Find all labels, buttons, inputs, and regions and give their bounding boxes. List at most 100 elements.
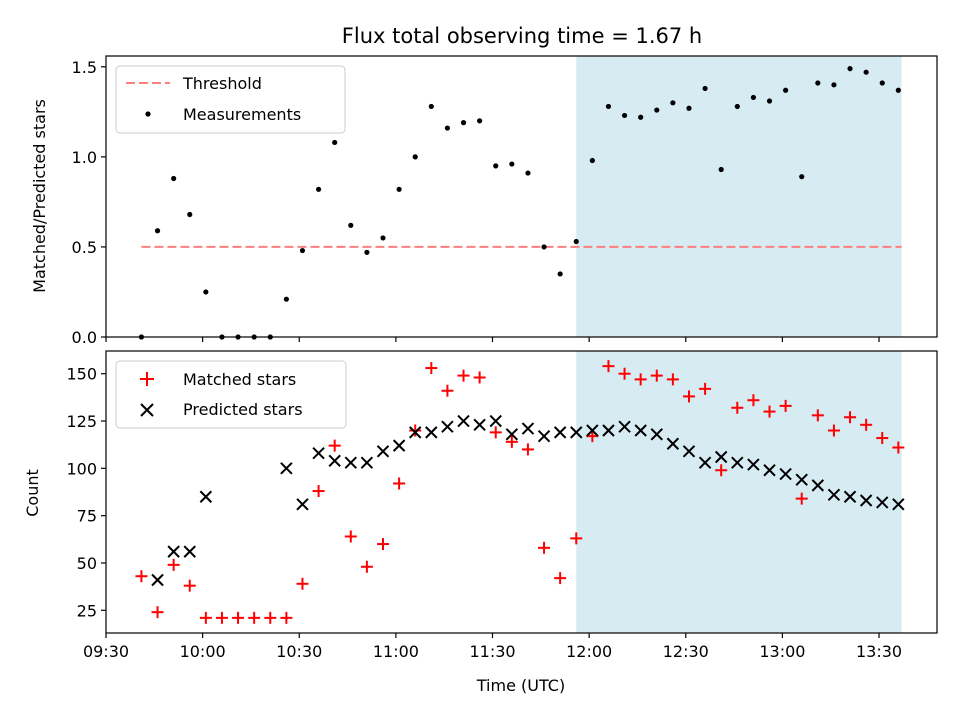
y-tick-label: 125 — [66, 412, 97, 431]
predicted-star-point — [650, 428, 663, 441]
matched-star-point — [344, 530, 357, 543]
matched-star-point — [489, 426, 502, 439]
x-tick-label: 12:00 — [566, 642, 612, 661]
matched-star-point — [232, 611, 245, 624]
measurement-point — [428, 103, 434, 110]
matched-star-point — [860, 418, 873, 431]
matched-star-point — [280, 611, 293, 624]
predicted-star-point — [747, 458, 760, 471]
matched-star-point — [602, 360, 615, 373]
matched-star-point — [650, 369, 663, 382]
measurement-point — [621, 112, 628, 119]
matched-star-point — [827, 424, 840, 437]
matched-star-point — [393, 477, 406, 490]
predicted-star-point — [328, 454, 341, 467]
predicted-star-point — [183, 545, 196, 558]
legend-predicted-swatch — [140, 403, 154, 417]
matched-star-point — [167, 558, 180, 571]
measurement-point — [799, 174, 805, 180]
predicted-star-point — [779, 467, 792, 481]
measurement-point — [396, 186, 402, 192]
measurement-point — [847, 66, 853, 72]
y-tick-label: 25 — [77, 601, 97, 620]
measurement-point — [332, 139, 338, 146]
measurement-point — [299, 247, 306, 254]
measurement-point — [187, 211, 193, 218]
matched-star-point — [248, 611, 261, 624]
predicted-star-point — [376, 445, 390, 458]
predicted-star-point — [763, 464, 776, 477]
measurement-point — [702, 85, 708, 92]
predicted-star-point — [618, 420, 631, 433]
matched-star-point — [457, 369, 470, 382]
bottom-panel: 25 50 75 100 125 150 09:30 10:00 10:30 11:00 11:3… — [23, 350, 938, 695]
y-tick-label: 0.5 — [72, 238, 97, 257]
top-legend-box — [115, 65, 346, 134]
x-tick-label: 10:00 — [180, 642, 226, 661]
matched-stars-points — [135, 360, 905, 624]
matched-star-point — [264, 611, 277, 624]
x-tick-label: 10:30 — [276, 642, 322, 661]
predicted-star-point — [409, 426, 422, 439]
x-axis-label: Time (UTC) — [476, 676, 565, 695]
measurement-point — [412, 154, 418, 160]
bottom-axes-frame — [105, 350, 938, 634]
measurement-point — [589, 157, 595, 164]
legend-measurements-swatch — [145, 111, 151, 117]
matched-star-point — [844, 411, 857, 424]
measurement-point — [670, 100, 676, 106]
top-x-ticks — [105, 337, 880, 342]
matched-star-point — [473, 371, 486, 384]
predicted-star-point — [843, 490, 857, 503]
matched-star-point — [779, 399, 792, 412]
predicted-star-point — [859, 494, 873, 507]
chart-title: Flux total observing time = 1.67 h — [342, 24, 702, 48]
predicted-star-point — [441, 420, 454, 433]
predicted-star-point — [876, 496, 889, 509]
matched-star-point — [570, 532, 583, 545]
x-tick-label: 13:30 — [856, 642, 902, 661]
y-tick-label: 75 — [77, 507, 97, 526]
predicted-star-point — [698, 456, 712, 469]
matched-star-point — [876, 432, 889, 445]
measurement-point — [364, 249, 370, 255]
matched-star-point — [377, 538, 389, 551]
measurement-point — [460, 120, 467, 126]
measurement-point — [493, 163, 499, 169]
legend-matched-swatch — [140, 372, 154, 386]
measurement-point — [879, 80, 885, 86]
predicted-star-point — [360, 456, 374, 469]
predicted-star-point — [280, 462, 293, 475]
measurement-point — [734, 103, 740, 110]
predicted-stars-points — [151, 414, 905, 587]
top-panel: 0.0 0.5 1.0 1.5 Matched/Predicted stars Thr… — [30, 55, 938, 347]
measurement-point — [477, 118, 483, 124]
matched-star-point — [795, 492, 808, 505]
matched-star-point — [699, 382, 712, 395]
matched-star-point — [586, 430, 599, 443]
matched-star-point — [312, 485, 325, 498]
measurement-point — [380, 235, 386, 241]
matched-star-point — [618, 367, 631, 380]
bottom-x-ticks: 09:30 10:00 10:30 11:00 11:30 12:00 12:30 13:00… — [83, 633, 902, 661]
bottom-legend-box — [115, 360, 347, 429]
matched-star-point — [715, 464, 728, 477]
predicted-star-point — [521, 422, 535, 435]
measurement-point — [863, 69, 869, 75]
y-tick-label: 100 — [66, 459, 97, 478]
measurement-point — [557, 271, 563, 277]
y-tick-label: 150 — [66, 365, 97, 384]
predicted-star-point — [296, 498, 309, 511]
matched-star-point — [731, 401, 744, 414]
measurement-point — [654, 107, 660, 113]
top-axes-frame — [105, 55, 938, 338]
top-y-axis-label: Matched/Predicted stars — [30, 99, 49, 293]
measurement-point — [750, 94, 757, 101]
predicted-star-point — [634, 424, 647, 437]
predicted-star-point — [151, 573, 164, 587]
predicted-star-point — [505, 428, 519, 441]
predicted-star-point — [602, 424, 615, 437]
matched-star-point — [215, 611, 228, 624]
matched-star-point — [296, 577, 309, 590]
